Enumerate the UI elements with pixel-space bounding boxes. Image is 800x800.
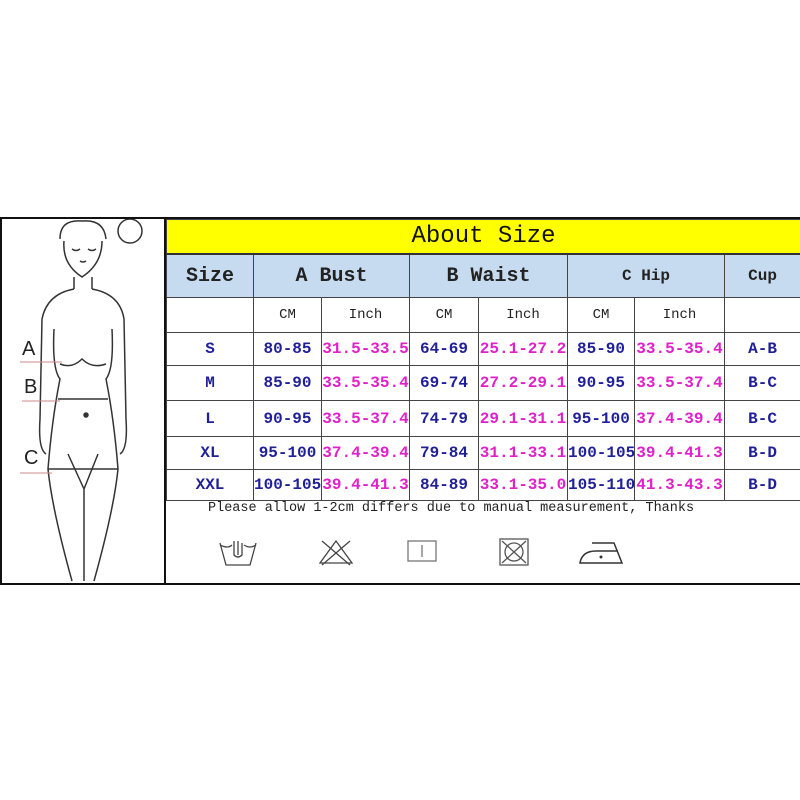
header-bust: A Bust <box>253 253 410 298</box>
cell-hip-cm: 95-100 <box>567 400 635 437</box>
unit-empty <box>166 297 254 333</box>
cell-cup: B-C <box>723 400 800 437</box>
size-row: XL 95-100 37.4-39.4 79-84 31.1-33.1 100-105 39… <box>166 436 800 470</box>
cell-bust-in: 31.5-33.5 <box>321 332 410 366</box>
unit-hip-cm: CM <box>567 297 635 333</box>
cell-hip-cm: 90-95 <box>567 365 635 401</box>
size-row: L 90-95 33.5-37.4 74-79 29.1-31.1 95-100 37.4-… <box>166 400 800 437</box>
size-table: About Size Size A Bust B Waist C Hip Cup… <box>165 219 800 501</box>
do-not-tumble-dry-icon <box>499 538 529 566</box>
cell-bust-cm: 90-95 <box>253 400 322 437</box>
cell-hip-in: 33.5-37.4 <box>634 365 725 401</box>
header-waist: B Waist <box>409 253 568 298</box>
label-c: C <box>24 447 38 469</box>
cell-size: XXL <box>166 469 254 501</box>
unit-bust-inch: Inch <box>321 297 410 333</box>
cell-cup: B-C <box>723 365 800 401</box>
size-row: XXL 100-105 39.4-41.3 84-89 33.1-35.0 105-110… <box>166 469 800 501</box>
iron-icon <box>579 542 624 564</box>
header-cup: Cup <box>723 253 800 298</box>
cell-waist-cm: 74-79 <box>409 400 479 437</box>
size-row: S 80-85 31.5-33.5 64-69 25.1-27.2 85-90 33.5-3… <box>166 332 800 366</box>
cell-cup: A-B <box>723 332 800 366</box>
cell-cup: B-D <box>723 469 800 501</box>
label-a: A <box>22 338 36 360</box>
cell-bust-cm: 95-100 <box>253 436 322 470</box>
cell-size: S <box>166 332 254 366</box>
woman-figure-icon: A B C <box>20 218 143 582</box>
header-size: Size <box>166 253 254 298</box>
cell-bust-in: 33.5-35.4 <box>321 365 410 401</box>
care-icons <box>166 537 800 577</box>
cell-hip-in: 37.4-39.4 <box>634 400 725 437</box>
unit-bust-cm: CM <box>253 297 322 333</box>
cell-hip-cm: 105-110 <box>567 469 635 501</box>
cell-bust-cm: 100-105 <box>253 469 322 501</box>
cell-bust-in: 39.4-41.3 <box>321 469 410 501</box>
cell-waist-in: 29.1-31.1 <box>478 400 568 437</box>
unit-waist-cm: CM <box>409 297 479 333</box>
cell-waist-cm: 69-74 <box>409 365 479 401</box>
cell-bust-in: 33.5-37.4 <box>321 400 410 437</box>
unit-cup-empty <box>723 297 800 333</box>
cell-waist-cm: 84-89 <box>409 469 479 501</box>
measurement-note: Please allow 1-2cm differs due to manual… <box>208 501 695 516</box>
cell-hip-cm: 85-90 <box>567 332 635 366</box>
cell-bust-cm: 80-85 <box>253 332 322 366</box>
hand-wash-icon <box>219 541 257 566</box>
cell-size: M <box>166 365 254 401</box>
cell-waist-in: 31.1-33.1 <box>478 436 568 470</box>
cell-size: XL <box>166 436 254 470</box>
cell-hip-in: 41.3-43.3 <box>634 469 725 501</box>
cell-hip-cm: 100-105 <box>567 436 635 470</box>
cell-waist-cm: 64-69 <box>409 332 479 366</box>
size-table-area: About Size Size A Bust B Waist C Hip Cup… <box>165 219 800 583</box>
cell-hip-in: 39.4-41.3 <box>634 436 725 470</box>
cell-waist-in: 33.1-35.0 <box>478 469 568 501</box>
unit-waist-inch: Inch <box>478 297 568 333</box>
cell-hip-in: 33.5-35.4 <box>634 332 725 366</box>
table-title: About Size <box>165 219 800 255</box>
body-measurement-figure: A B C <box>2 218 166 583</box>
cell-waist-cm: 79-84 <box>409 436 479 470</box>
header-hip: C Hip <box>567 253 725 298</box>
size-chart: A B C About Size Size A Bust B Waist C H… <box>0 217 800 585</box>
cell-waist-in: 25.1-27.2 <box>478 332 568 366</box>
cell-bust-in: 37.4-39.4 <box>321 436 410 470</box>
do-not-bleach-icon <box>318 539 354 566</box>
cell-waist-in: 27.2-29.1 <box>478 365 568 401</box>
size-row: M 85-90 33.5-35.4 69-74 27.2-29.1 90-95 33.5-3… <box>166 365 800 401</box>
line-dry-icon <box>407 540 437 562</box>
label-b: B <box>24 376 37 398</box>
cell-size: L <box>166 400 254 437</box>
cell-cup: B-D <box>723 436 800 470</box>
unit-hip-inch: Inch <box>634 297 725 333</box>
cell-bust-cm: 85-90 <box>253 365 322 401</box>
